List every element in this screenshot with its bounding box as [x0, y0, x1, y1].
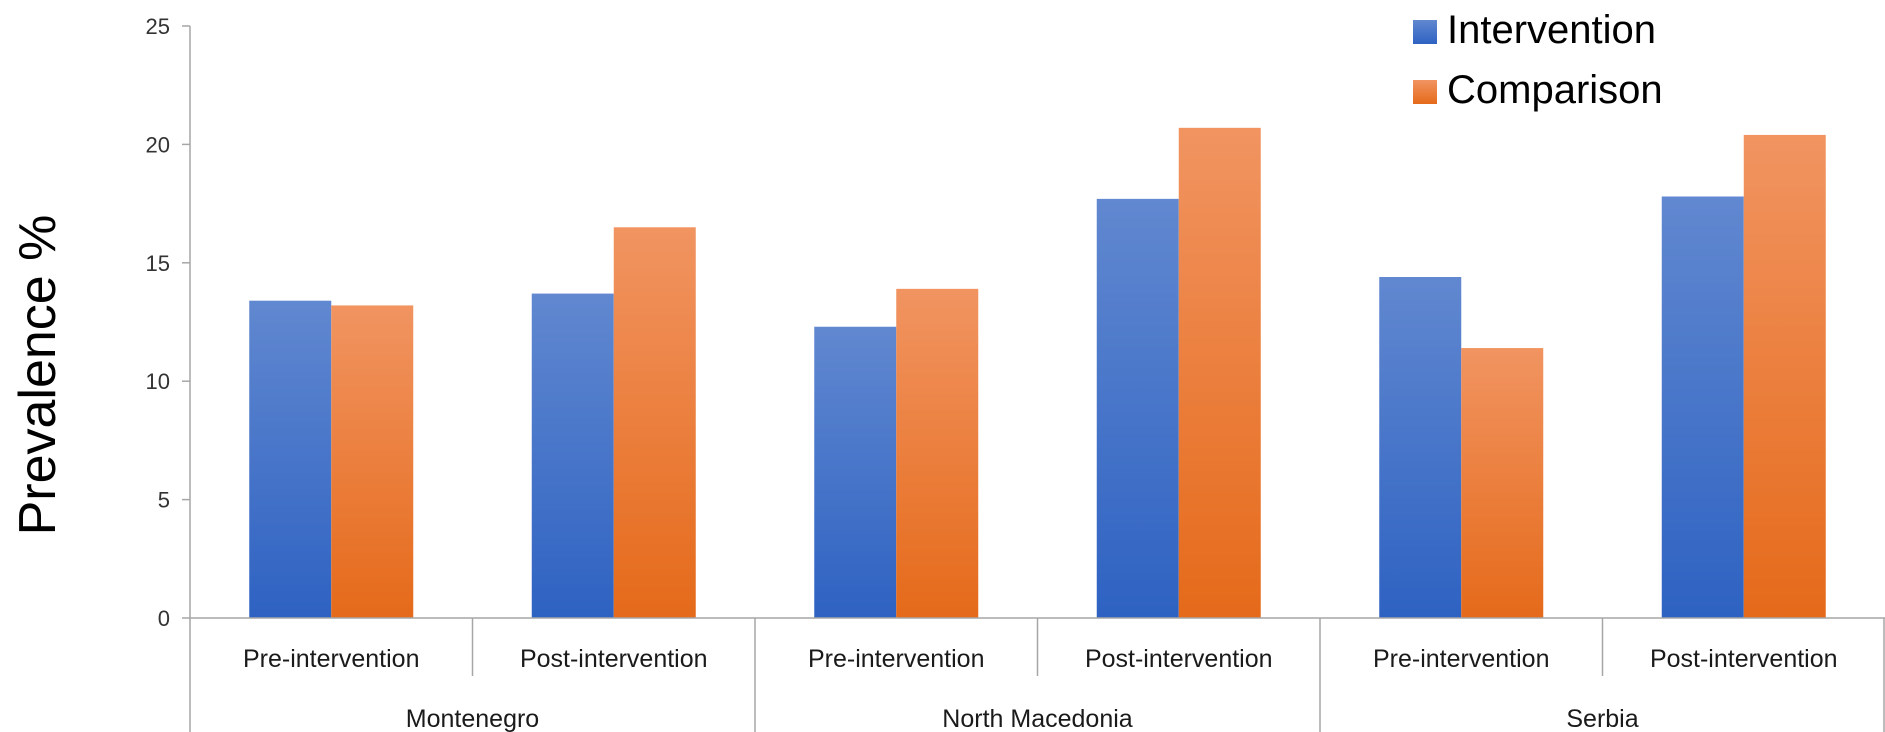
axes-layer: 0 5 10 15 20 25 Pre-intervention Post-intervent… — [146, 14, 1885, 732]
x-category-label: Pre-intervention — [243, 645, 419, 673]
y-tick-label: 5 — [158, 488, 170, 513]
bar-intervention-5 — [1379, 277, 1462, 618]
x-group-label: Montenegro — [406, 705, 539, 732]
y-axis-label: Prevalence % — [9, 215, 67, 536]
x-category-label: Post-intervention — [1650, 645, 1838, 673]
bar-comparison-5 — [1461, 348, 1544, 618]
y-tick-label: 25 — [146, 14, 170, 39]
x-category-label: Post-intervention — [520, 645, 708, 673]
bar-comparison-2 — [613, 227, 696, 618]
legend-label: Intervention — [1447, 8, 1656, 52]
y-tick-label: 15 — [146, 251, 170, 276]
legend: Intervention Comparison — [1413, 8, 1663, 112]
bar-comparison-1 — [331, 305, 414, 618]
x-category-label: Post-intervention — [1085, 645, 1273, 673]
x-category-label: Pre-intervention — [1373, 645, 1549, 673]
legend-swatch-intervention — [1413, 20, 1437, 44]
bars-layer — [249, 127, 1826, 619]
x-group-label: North Macedonia — [942, 705, 1132, 732]
y-tick-label: 0 — [158, 606, 170, 631]
x-group-label: Serbia — [1566, 705, 1638, 732]
legend-swatch-comparison — [1413, 80, 1437, 104]
bar-comparison-6 — [1743, 134, 1826, 619]
bar-intervention-1 — [249, 300, 332, 618]
bar-intervention-4 — [1096, 198, 1179, 618]
y-tick-label: 20 — [146, 132, 170, 157]
bar-comparison-3 — [896, 288, 979, 618]
bar-intervention-6 — [1661, 196, 1744, 618]
y-tick-label: 10 — [146, 369, 170, 394]
bar-intervention-2 — [531, 293, 614, 618]
bar-intervention-3 — [814, 326, 897, 618]
x-category-label: Pre-intervention — [808, 645, 984, 673]
bar-comparison-4 — [1178, 127, 1261, 618]
legend-label: Comparison — [1447, 68, 1663, 112]
